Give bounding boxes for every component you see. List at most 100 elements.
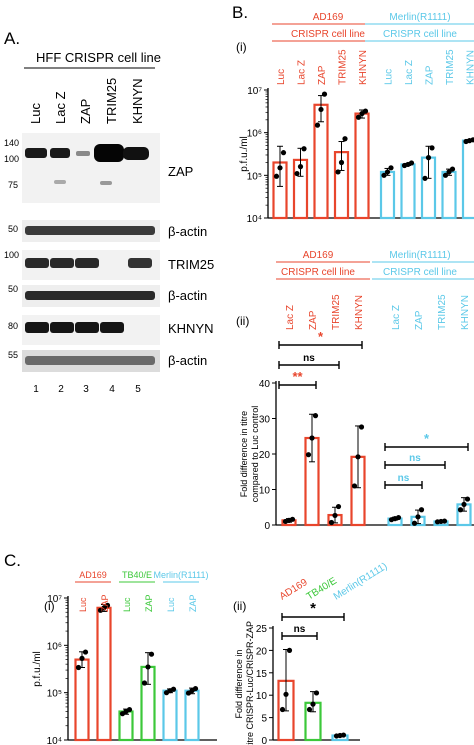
data-point — [312, 413, 319, 419]
category-label: Luc — [166, 597, 176, 612]
bar — [400, 163, 416, 220]
y-tick-label: 15 — [256, 669, 268, 680]
panel-label: (i) — [236, 40, 247, 54]
category-label: Merlin(R1111) — [332, 561, 390, 603]
chart-bi: (i) 10⁴ 10⁵ 10⁶ 10⁷ p.f.u./ml Luc Lac Z ZAP TRIM2… — [236, 40, 474, 225]
data-point — [332, 512, 338, 519]
data-point — [418, 507, 425, 513]
data-point — [429, 145, 435, 151]
blot-khnyn — [22, 315, 160, 345]
panel-b-header: B. AD169 CRISPR cell line Merlin(R1111) … — [232, 3, 474, 280]
data-point — [305, 452, 312, 458]
data-point — [289, 516, 296, 522]
data-point — [314, 122, 321, 128]
y-tick-label: 10⁶ — [247, 129, 262, 140]
category-label: TRIM25 — [437, 294, 448, 330]
crispr-label: CRISPR cell line — [383, 29, 457, 40]
lane-label: Luc — [28, 103, 43, 124]
data-point — [388, 165, 394, 171]
blot-label-actin-1: β-actin — [168, 224, 207, 239]
y-tick-label: 10 — [259, 486, 271, 497]
y-tick-label: 20 — [256, 646, 268, 657]
mw-marker: 75 — [8, 180, 18, 190]
y-tick-label: 0 — [264, 521, 270, 532]
data-point — [318, 106, 324, 113]
panel-a: A. HFF CRISPR cell line Luc Lac Z ZAP TRIM2… — [4, 29, 214, 395]
category-label: ZAP — [308, 310, 319, 330]
y-tick-label: 10 — [256, 691, 268, 702]
bar — [441, 170, 457, 220]
panel-a-letter: A. — [4, 29, 20, 48]
band-lane-4-lower — [100, 181, 112, 185]
data-point — [408, 160, 415, 166]
data-point — [340, 732, 347, 738]
blot-label-actin-3: β-actin — [168, 353, 207, 368]
y-tick-label: 25 — [256, 624, 268, 635]
blot-label-trim25: TRIM25 — [168, 257, 214, 272]
y-tick-label: 40 — [259, 379, 271, 390]
mw-marker: 80 — [8, 321, 18, 331]
lane-label: KHNYN — [130, 78, 145, 124]
category-label: KHNYN — [358, 50, 369, 85]
category-label: ZAP — [144, 594, 154, 612]
category-label: TRIM25 — [331, 294, 342, 330]
band-row — [25, 356, 155, 365]
bar — [184, 689, 200, 742]
data-point — [381, 172, 387, 178]
band-lane-5 — [123, 147, 149, 160]
data-point — [338, 159, 345, 166]
data-point — [342, 136, 348, 142]
data-point — [104, 602, 111, 608]
data-point — [75, 664, 82, 671]
strain-label-ad169: AD169 — [313, 12, 344, 23]
bar — [461, 139, 474, 220]
data-point — [425, 155, 432, 161]
y-axis-label: p.f.u./ml — [32, 651, 43, 687]
data-point — [355, 114, 362, 120]
y-axis-label: titre CRISPR-Luc/CRISPR-ZAP — [245, 621, 255, 745]
chart-ci: (i) 10⁴ 10⁵ 10⁶ 10⁷ p.f.u./ml AD169 TB40/E Merli… — [32, 570, 217, 745]
band-lane-1 — [25, 258, 49, 268]
band-lane-2-lower — [54, 180, 66, 184]
crispr-label: CRISPR cell line — [281, 267, 355, 278]
mw-marker: 50 — [8, 284, 18, 294]
data-point — [442, 172, 449, 178]
bar — [379, 170, 396, 220]
band-lane-5 — [128, 258, 152, 268]
group-label: TB40/E — [122, 570, 152, 580]
data-point — [328, 519, 335, 526]
data-point — [170, 686, 177, 692]
band-lane-4 — [94, 144, 124, 162]
category-label: Lac Z — [404, 60, 415, 85]
data-point — [141, 680, 148, 686]
blot-actin-1 — [22, 220, 160, 242]
blot-membrane — [22, 133, 160, 203]
lane-number: 2 — [58, 384, 64, 395]
significance-label: ns — [409, 453, 421, 464]
band-lane-1 — [25, 148, 47, 158]
band-lane-1 — [25, 322, 49, 333]
data-point — [294, 170, 300, 177]
data-point — [309, 435, 315, 441]
mw-marker: 55 — [8, 350, 18, 360]
data-point — [306, 706, 313, 713]
data-point — [441, 518, 448, 524]
data-point — [273, 173, 280, 179]
panel-c-header: C. — [4, 551, 21, 570]
data-point — [283, 691, 289, 697]
panel-a-header: HFF CRISPR cell line — [36, 50, 161, 65]
data-point — [286, 647, 293, 654]
category-label: TRIM25 — [445, 49, 456, 85]
band-lane-3 — [75, 322, 99, 333]
data-point — [395, 514, 402, 521]
y-tick-label: 30 — [259, 415, 271, 426]
data-point — [335, 503, 342, 510]
significance-label: ** — [292, 369, 303, 384]
blot-label-khnyn: KHNYN — [168, 321, 214, 336]
category-label: Lac Z — [391, 305, 402, 330]
band-row — [25, 291, 155, 300]
panel-label: (ii) — [233, 599, 246, 613]
band-lane-3 — [75, 258, 99, 268]
chart-bii: (ii) 0 10 20 30 40 Fold difference in titre com… — [236, 294, 474, 532]
category-label: Luc — [384, 69, 395, 85]
